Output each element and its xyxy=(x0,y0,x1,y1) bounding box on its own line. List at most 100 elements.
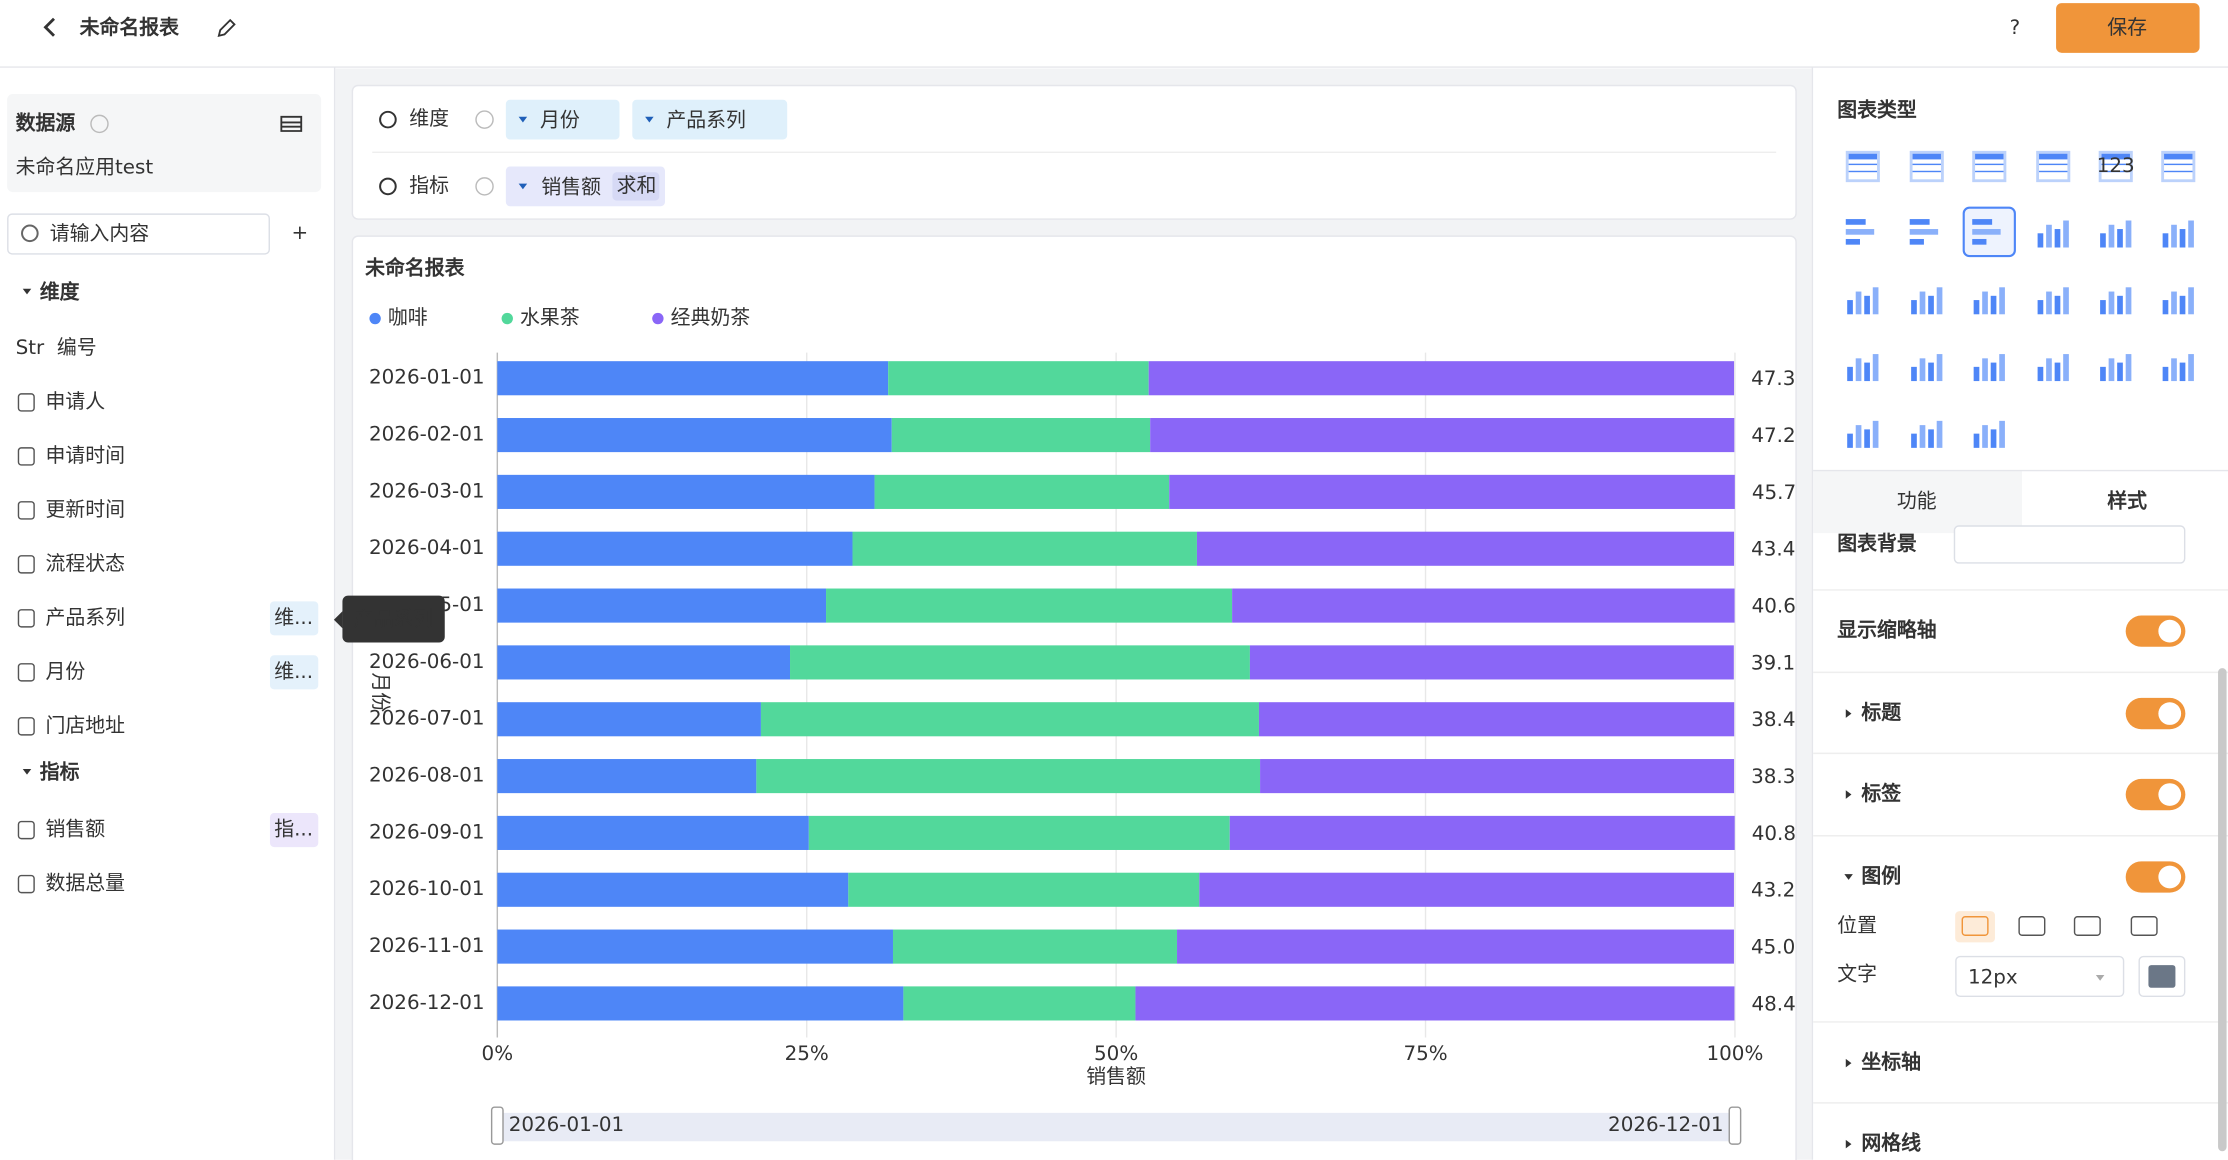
chart-type-icon[interactable] xyxy=(1847,354,1879,382)
x-tick-label: 25% xyxy=(785,1042,829,1065)
y-tick-label: 2026-10-01 xyxy=(369,877,485,900)
y-tick-label: 2026-02-01 xyxy=(369,423,485,446)
save-button xyxy=(2056,3,2200,53)
field-tag xyxy=(269,655,319,690)
chart-type-icon[interactable] xyxy=(1911,354,1943,382)
field-icon xyxy=(17,555,35,574)
caret xyxy=(1845,1139,1852,1149)
chart-type-icon[interactable] xyxy=(2037,354,2069,382)
chart-type-icon[interactable] xyxy=(2100,220,2132,248)
chip-caret xyxy=(518,183,528,190)
chart-type-icon[interactable] xyxy=(2100,354,2132,382)
bar-segment xyxy=(891,418,1151,453)
chart-type-icon[interactable] xyxy=(2100,287,2132,315)
bar-segment xyxy=(852,531,1197,566)
field-label: 更新时间 xyxy=(45,498,125,521)
caret xyxy=(1845,709,1852,718)
chart-type-icon[interactable] xyxy=(2162,220,2194,248)
field-label: 销售额 xyxy=(45,818,105,841)
y-tick-label: 2026-03-01 xyxy=(369,479,485,502)
add-button: + xyxy=(291,221,308,244)
y-axis-label: 月份 xyxy=(369,672,392,712)
edit-icon[interactable] xyxy=(217,18,236,38)
chart-type-icon[interactable] xyxy=(2037,287,2069,315)
x-tick-label: 50% xyxy=(1094,1042,1138,1065)
field-tag xyxy=(269,813,319,848)
chart-type-icon[interactable] xyxy=(1973,420,2005,448)
tooltip xyxy=(342,595,445,643)
chart-type-icon[interactable] xyxy=(2161,150,2196,183)
bar-segment xyxy=(1232,588,1735,623)
bar-segment xyxy=(1177,929,1734,964)
aggregation-tag xyxy=(612,172,660,201)
scrollbar xyxy=(2218,668,2227,1152)
chart-type-icon[interactable] xyxy=(2036,150,2071,183)
setting-label: 图表背景 xyxy=(1837,532,1917,555)
chart-type-icon[interactable] xyxy=(1909,219,1939,245)
y-tick-label: 2026-04-01 xyxy=(369,536,485,559)
bar-segment xyxy=(892,929,1178,964)
tab-label: 样式 xyxy=(2107,489,2147,512)
field-label: 月份 xyxy=(45,660,85,683)
source-box xyxy=(7,94,322,193)
legend-swatch xyxy=(501,312,513,325)
tab-active xyxy=(2021,470,2228,534)
bar-segment xyxy=(848,872,1200,907)
chart-type-icon[interactable] xyxy=(1973,354,2005,382)
chart-type-icon[interactable] xyxy=(1845,150,1880,183)
field-icon xyxy=(17,820,35,840)
chart-type-icon[interactable] xyxy=(1972,219,2001,245)
field-icon xyxy=(17,609,35,628)
chart-type-icon[interactable] xyxy=(2098,150,2133,183)
data-label: 47.2 xyxy=(1751,424,1795,447)
chart-type-icon[interactable] xyxy=(1847,287,1879,315)
font-size-select xyxy=(1955,955,2125,998)
chart-type-icon[interactable] xyxy=(2162,354,2194,382)
chart-type-icon[interactable] xyxy=(1911,420,1943,448)
help-dot xyxy=(475,110,494,129)
dimension-chip-label: 产品系列 xyxy=(666,109,746,132)
page-title: 未命名报表 xyxy=(79,16,180,39)
bar-segment xyxy=(1260,759,1735,794)
data-label: 40.8 xyxy=(1752,822,1796,845)
data-label: 38.3 xyxy=(1751,765,1795,788)
chart-type-icon[interactable] xyxy=(1845,219,1875,245)
bar-segment xyxy=(497,474,875,509)
legend-label: 经典奶茶 xyxy=(671,306,751,329)
position-selected xyxy=(1955,911,1995,943)
setting-label: 显示缩略轴 xyxy=(1837,619,1936,642)
field-label: 流程状态 xyxy=(45,552,125,575)
bar-segment xyxy=(874,474,1170,509)
chart-title: 未命名报表 xyxy=(364,256,465,279)
chart-type-icon[interactable] xyxy=(2037,220,2069,248)
field-label: 编号 xyxy=(57,336,97,359)
bar-segment xyxy=(1229,815,1735,850)
chart-type-icon[interactable] xyxy=(2162,287,2194,315)
help-dot xyxy=(475,177,494,196)
bar-segment xyxy=(497,702,761,737)
chart-type-icon[interactable] xyxy=(1909,150,1944,183)
metric-heading: 指标 xyxy=(40,761,80,784)
zoom-start: 2026-01-01 xyxy=(509,1113,625,1136)
legend-label: 水果茶 xyxy=(520,306,580,329)
chart-type-icon[interactable] xyxy=(1972,150,2007,183)
bar-segment xyxy=(1196,531,1735,566)
bar-segment xyxy=(756,759,1261,794)
legend-label: 咖啡 xyxy=(388,306,428,329)
aggregation-label: 求和 xyxy=(617,174,657,197)
bar-segment xyxy=(497,418,892,453)
data-label: 40.6 xyxy=(1752,594,1796,617)
chart-type-icon[interactable] xyxy=(1911,287,1943,315)
data-label: 38.4 xyxy=(1751,708,1795,731)
x-tick-label: 75% xyxy=(1403,1042,1447,1065)
bar-segment xyxy=(760,702,1259,737)
tooltip-arrow xyxy=(333,611,343,629)
toggle-knob xyxy=(2158,619,2182,643)
chart-type-icon[interactable] xyxy=(1973,287,2005,315)
y-tick-label: 2026-01-01 xyxy=(369,366,485,389)
back-icon[interactable] xyxy=(43,17,55,37)
chart-type-icon[interactable] xyxy=(1847,420,1879,448)
bar-segment xyxy=(1258,702,1735,737)
setting-label: 网格线 xyxy=(1861,1132,1921,1155)
field-label: 门店地址 xyxy=(45,714,125,737)
